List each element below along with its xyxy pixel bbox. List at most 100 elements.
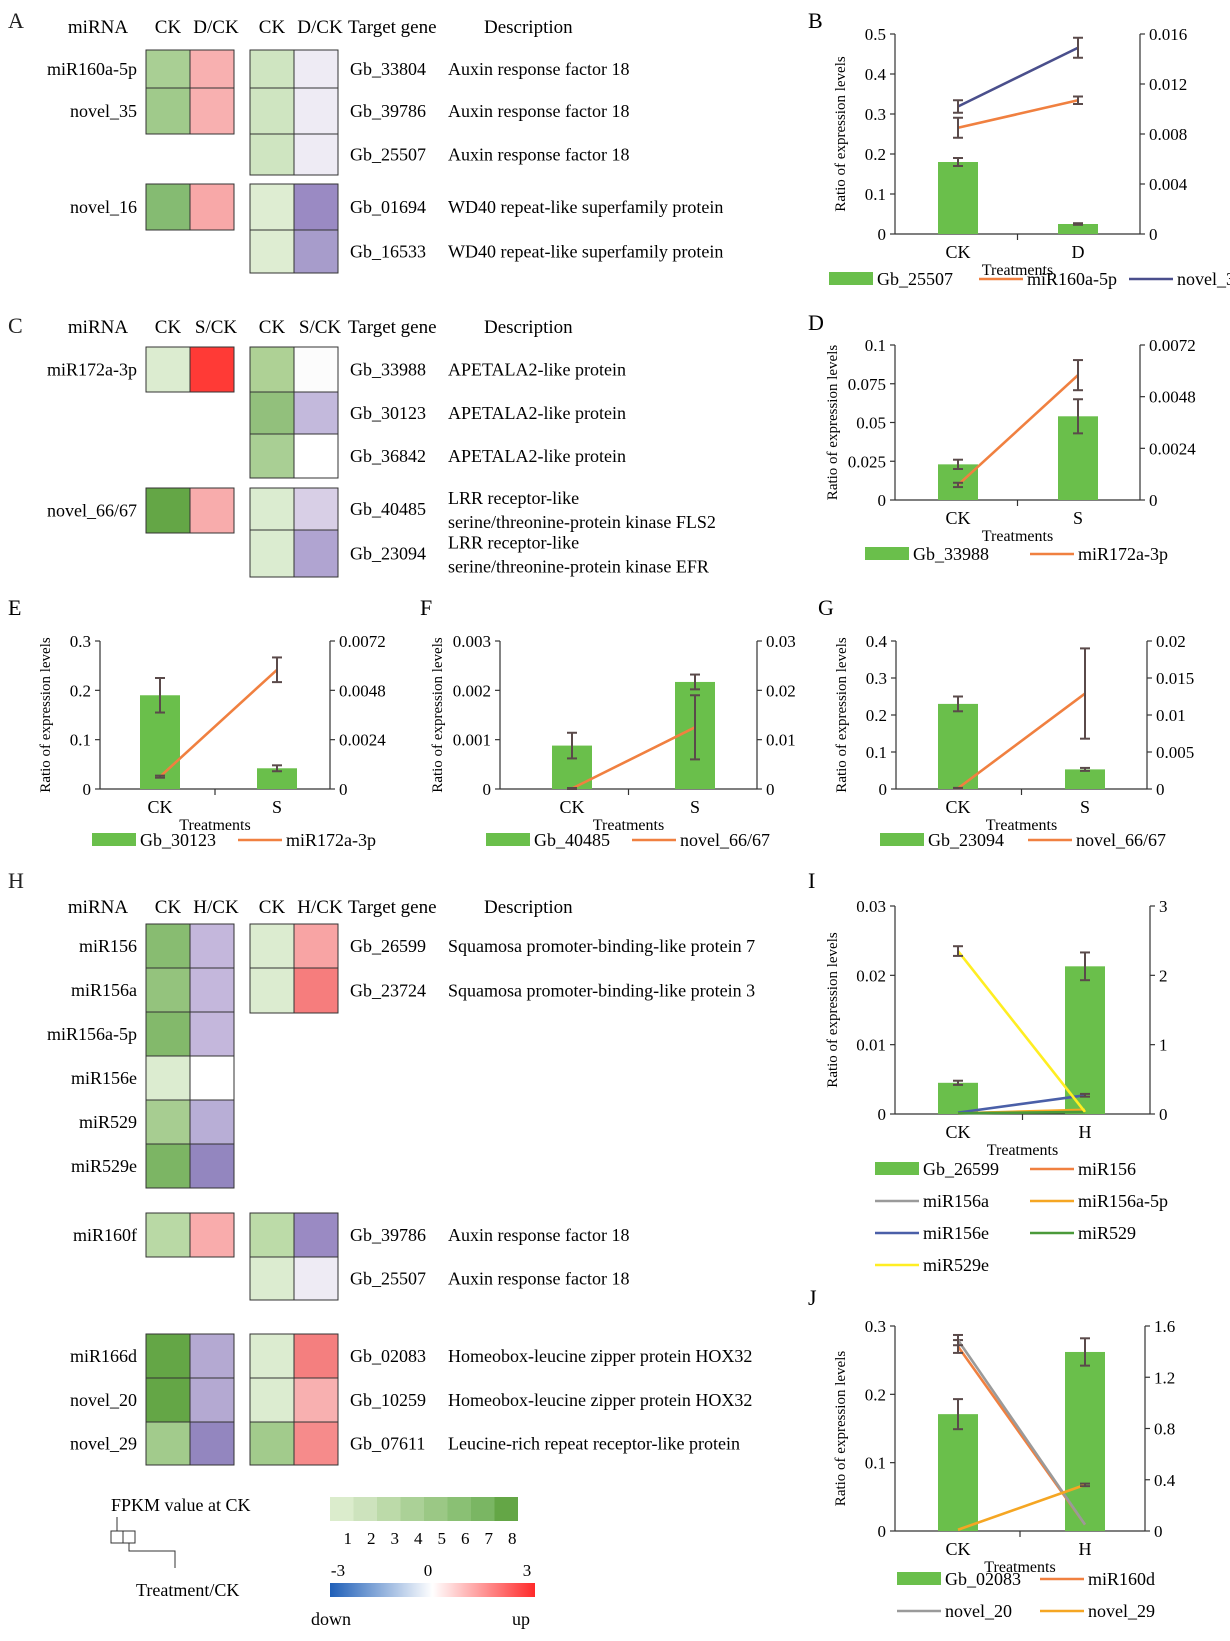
y-tick-label: 0.2 (866, 706, 887, 725)
diverging-scale-tick: 3 (523, 1561, 532, 1580)
y2-tick-label: 0 (1149, 225, 1158, 244)
y2-tick-label: 0.008 (1149, 125, 1187, 144)
series-line (957, 1110, 1086, 1115)
header-ratio-target: S/CK (299, 317, 342, 338)
y-tick-label: 0 (483, 780, 492, 799)
target-description: APETALA2-like protein (448, 403, 626, 423)
mirna-ratio-cell (189, 1421, 235, 1466)
y-tick-label: 0.1 (865, 1454, 886, 1473)
x-tick-label: S (690, 797, 700, 817)
series-line (159, 668, 278, 778)
legend-label: miR160a-5p (1027, 269, 1117, 289)
diverging-scale-tick: -3 (331, 1561, 345, 1580)
y-tick-label: 0.003 (453, 632, 491, 651)
y2-tick-label: 0.01 (1156, 706, 1186, 725)
series-line (957, 1093, 1086, 1114)
y2-tick-label: 0.016 (1149, 25, 1187, 44)
target-ck-cell (249, 87, 295, 135)
mirna-ratio-cell (189, 1099, 235, 1145)
green-scale-swatch (447, 1497, 471, 1521)
y-tick-label: 0.5 (865, 25, 886, 44)
y-tick-label: 0.3 (70, 632, 91, 651)
legend-label: miR172a-3p (286, 830, 376, 850)
header-mirna: miRNA (68, 897, 128, 918)
chart-panel-f: F 0 0.001 0.002 0.003 0 0.01 0.02 0.03 Ratio of e… (420, 595, 796, 850)
header-mirna: miRNA (68, 317, 128, 338)
y-tick-label: 0.02 (856, 966, 886, 985)
mirna-label: miR160a-5p (47, 59, 137, 79)
mirna-ratio-cell (189, 87, 235, 135)
legend-label: Gb_33988 (913, 544, 989, 564)
y2-tick-label: 0.0048 (1149, 388, 1196, 407)
y2-tick-label: 0.012 (1149, 75, 1187, 94)
legend-bar-swatch (829, 272, 873, 285)
y2-tick-label: 0 (339, 780, 348, 799)
target-ratio-cell (293, 967, 339, 1014)
y2-tick-label: 0.4 (1154, 1471, 1176, 1490)
y-tick-label: 0.05 (856, 414, 886, 433)
y-tick-label: 0 (878, 225, 887, 244)
y-tick-label: 0.1 (866, 743, 887, 762)
y2-tick-label: 2 (1159, 966, 1168, 985)
legend-label: novel_66/67 (1076, 830, 1166, 850)
y2-tick-label: 0 (1159, 1105, 1168, 1124)
x-axis-label: Treatments (179, 817, 250, 834)
legend-label: miR172a-3p (1078, 544, 1168, 564)
x-tick-label: CK (945, 1539, 970, 1559)
green-scale-tick: 1 (344, 1529, 353, 1548)
header-target-gene: Target gene (348, 17, 437, 38)
mirna-ratio-cell (189, 183, 235, 231)
mirna-label: miR172a-3p (47, 360, 137, 380)
green-scale-tick: 5 (438, 1529, 447, 1548)
target-gene-id: Gb_33988 (350, 360, 426, 380)
green-scale-swatch (494, 1497, 518, 1521)
mirna-ratio-cell (189, 967, 235, 1013)
mirna-ck-cell (145, 183, 191, 231)
bar (1065, 769, 1105, 789)
header-ratio-target: H/CK (297, 897, 343, 918)
panel-letter: F (420, 595, 432, 620)
mirna-ck-cell (145, 1377, 191, 1423)
mirna-label: miR156a (71, 980, 137, 1000)
fpkm-label: FPKM value at CK (111, 1495, 251, 1515)
mirna-label: miR156a-5p (47, 1024, 137, 1044)
y-tick-label: 0.025 (848, 452, 886, 471)
legend-label: miR529 (1078, 1223, 1136, 1243)
panel-letter: G (818, 595, 834, 620)
y-tick-label: 0.001 (453, 731, 491, 750)
target-gene-id: Gb_01694 (350, 197, 426, 217)
bar (1058, 224, 1098, 234)
legend-bar-swatch (875, 1162, 919, 1175)
x-tick-label: D (1072, 242, 1085, 262)
bar (938, 703, 978, 789)
mirna-label: miR156 (79, 936, 137, 956)
target-ck-cell (249, 183, 295, 231)
series-line (957, 1483, 1086, 1531)
y-tick-label: 0.1 (70, 731, 91, 750)
legend-label: miR156e (923, 1223, 989, 1243)
header-ck-target: CK (259, 17, 286, 38)
target-gene-id: Gb_23724 (350, 981, 426, 1001)
diverging-scale-bar (330, 1583, 535, 1597)
x-axis-label: Treatments (986, 817, 1057, 834)
target-description: Squamosa promoter-binding-like protein 7 (448, 936, 755, 956)
scale-down-label: down (311, 1609, 351, 1629)
y-tick-label: 0.2 (865, 145, 886, 164)
chart-panel-b: B 0 0.1 0.2 0.3 0.4 0.5 0 0.004 0.008 0.012 0.016 Ra… (808, 8, 1230, 289)
target-description: Leucine-rich repeat receptor-like protei… (448, 1434, 740, 1454)
diverging-scale-tick: 0 (424, 1561, 433, 1580)
y-axis-label: Ratio of expression levels (825, 932, 841, 1088)
target-gene-id: Gb_02083 (350, 1346, 426, 1366)
target-description-line2: serine/threonine-protein kinase FLS2 (448, 512, 716, 532)
target-ratio-cell (293, 183, 339, 231)
y-tick-label: 0.002 (453, 681, 491, 700)
mirna-label: miR529 (79, 1112, 137, 1132)
y-tick-label: 0 (878, 1522, 887, 1541)
legend-label: novel_29 (1088, 1601, 1155, 1621)
panel-letter: I (808, 868, 815, 893)
target-ratio-cell (293, 923, 339, 969)
header-description: Description (484, 897, 573, 918)
x-tick-label: CK (945, 242, 970, 262)
series-line (956, 1339, 1087, 1526)
